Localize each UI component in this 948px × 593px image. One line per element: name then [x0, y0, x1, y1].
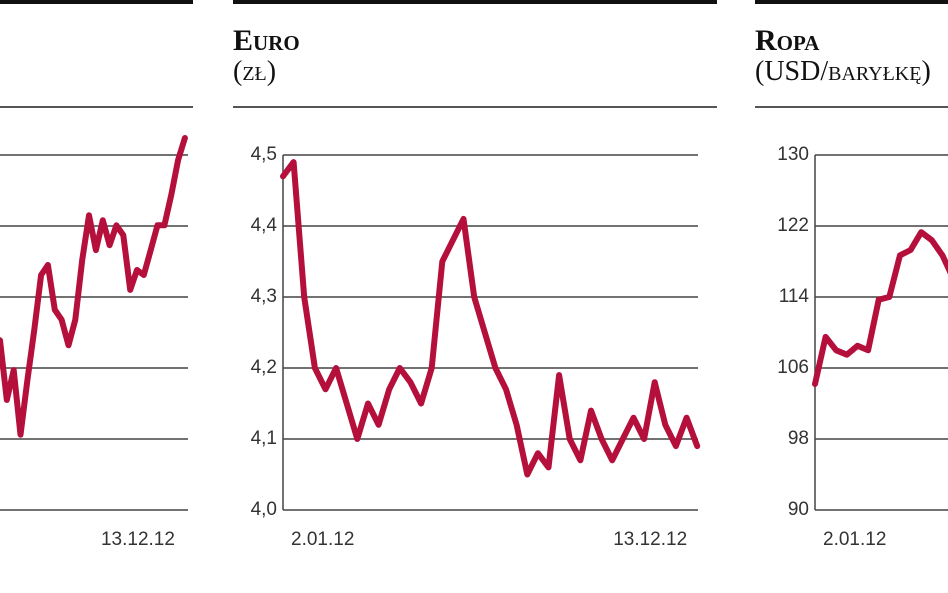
x-tick-label: 2.01.12	[291, 529, 354, 550]
y-tick-label: 4,0	[251, 499, 277, 520]
y-tick-label: 4,1	[251, 428, 277, 449]
chart-title: Euro	[233, 24, 300, 57]
data-line	[280, 159, 701, 478]
data-line	[0, 135, 188, 438]
y-tick-label: 122	[777, 215, 809, 236]
divider	[233, 106, 717, 108]
chart-subtitle: (zł)	[233, 56, 276, 87]
y-tick-label: 98	[788, 428, 809, 449]
y-tick-label: 130	[777, 144, 809, 165]
y-tick-label: 90	[788, 499, 809, 520]
header-bar	[0, 0, 193, 4]
header-bar	[755, 0, 948, 4]
x-tick-label: 2.01.12	[823, 529, 886, 550]
divider	[755, 106, 948, 108]
x-tick-label: 13.12.12	[613, 529, 687, 550]
y-tick-label: 4,3	[251, 286, 277, 307]
data-line	[812, 229, 948, 387]
y-tick-label: 114	[779, 286, 810, 307]
chart-title: Ropa	[755, 24, 820, 57]
x-tick-label: 13.12.12	[101, 529, 175, 550]
y-tick-label: 4,2	[251, 357, 277, 378]
y-tick-label: 4,4	[251, 215, 278, 236]
chart-subtitle: (USD/baryłkę)	[755, 56, 931, 87]
y-tick-label: 4,5	[251, 144, 277, 165]
divider	[0, 106, 193, 108]
y-tick-label: 106	[777, 357, 809, 378]
header-bar	[233, 0, 717, 4]
